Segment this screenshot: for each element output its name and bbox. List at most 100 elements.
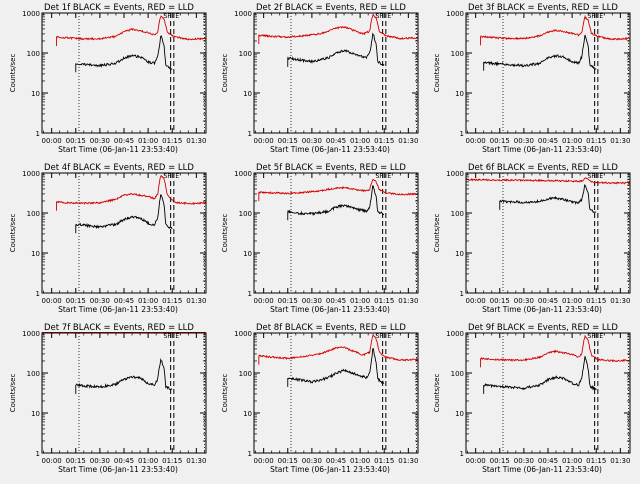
y-tick-label: 1 (460, 130, 464, 138)
panel-title: Det 7f BLACK = Events, RED = LLD (44, 323, 194, 333)
x-tick-label: 00:00 (254, 137, 274, 145)
marker-label-e: E (175, 13, 179, 20)
x-tick-label: 01:00 (350, 457, 370, 465)
x-tick-label: 01:30 (186, 137, 206, 145)
marker-label-sf: SF (588, 13, 596, 20)
x-axis-label: Start Time (06-Jan-11 23:53:40) (58, 465, 178, 474)
y-tick-label: 100 (239, 210, 252, 218)
x-tick-label: 01:00 (350, 137, 370, 145)
x-tick-label: 00:30 (514, 457, 534, 465)
x-tick-label: 01:15 (586, 297, 606, 305)
x-tick-label: 00:30 (514, 137, 534, 145)
x-tick-label: 00:45 (538, 297, 558, 305)
marker-label-sf: SF (376, 173, 384, 180)
series-lld-line (259, 335, 418, 361)
series-lld-line (259, 14, 418, 39)
plot-frame (254, 333, 418, 453)
panel-title: Det 3f BLACK = Events, RED = LLD (468, 3, 618, 13)
x-tick-label: 01:15 (586, 137, 606, 145)
y-tick-label: 10 (455, 90, 464, 98)
plot-frame (466, 333, 630, 453)
x-axis-label: Start Time (06-Jan-11 23:53:40) (482, 465, 602, 474)
plot-frame (254, 173, 418, 293)
y-axis-label: Counts/sec (433, 374, 441, 413)
x-tick-label: 00:00 (254, 457, 274, 465)
x-tick-label: 00:45 (114, 457, 134, 465)
x-axis-label: Start Time (06-Jan-11 23:53:40) (270, 145, 390, 154)
y-tick-label: 1 (460, 290, 464, 298)
y-tick-label: 100 (451, 370, 464, 378)
x-tick-label: 00:30 (90, 457, 110, 465)
y-tick-label: 10 (31, 90, 40, 98)
series-events-line (484, 35, 597, 69)
y-tick-label: 1000 (22, 170, 40, 178)
series-events-line (500, 185, 596, 212)
plot-frame (42, 173, 206, 293)
x-tick-label: 01:30 (610, 137, 630, 145)
series-lld-line (259, 180, 418, 196)
x-tick-label: 00:00 (42, 137, 62, 145)
y-tick-label: 1000 (234, 330, 252, 338)
x-tick-label: 00:15 (278, 297, 298, 305)
x-tick-label: 01:00 (138, 297, 158, 305)
y-tick-label: 1000 (22, 10, 40, 18)
y-tick-label: 10 (455, 250, 464, 258)
marker-label-e: E (387, 333, 391, 340)
y-tick-label: 1 (248, 130, 252, 138)
y-tick-label: 100 (451, 50, 464, 58)
x-tick-label: 01:30 (398, 457, 418, 465)
y-tick-label: 1 (248, 290, 252, 298)
y-tick-label: 100 (451, 210, 464, 218)
x-tick-label: 01:30 (186, 457, 206, 465)
y-tick-label: 1 (248, 450, 252, 458)
x-axis-label: Start Time (06-Jan-11 23:53:40) (482, 145, 602, 154)
y-tick-label: 1000 (446, 330, 464, 338)
x-tick-label: 01:00 (350, 297, 370, 305)
y-tick-label: 10 (31, 410, 40, 418)
y-axis-label: Counts/sec (221, 374, 229, 413)
x-tick-label: 00:45 (326, 137, 346, 145)
x-tick-label: 00:15 (490, 297, 510, 305)
y-axis-label: Counts/sec (9, 214, 17, 253)
x-axis-label: Start Time (06-Jan-11 23:53:40) (270, 305, 390, 314)
x-tick-label: 01:00 (562, 457, 582, 465)
y-tick-label: 100 (239, 50, 252, 58)
x-tick-label: 00:15 (490, 137, 510, 145)
series-events-line (288, 34, 384, 65)
x-tick-label: 01:30 (610, 457, 630, 465)
x-tick-label: 00:00 (466, 457, 486, 465)
x-tick-label: 00:45 (326, 457, 346, 465)
marker-label-e: E (599, 333, 603, 340)
y-axis-label: Counts/sec (221, 214, 229, 253)
series-events-line (484, 356, 597, 390)
marker-label-e: E (599, 173, 603, 180)
x-tick-label: 01:30 (186, 297, 206, 305)
series-events-line (76, 195, 172, 229)
y-tick-label: 10 (243, 410, 252, 418)
series-events-line (76, 36, 172, 70)
y-tick-label: 10 (455, 410, 464, 418)
plot-frame (466, 173, 630, 293)
panel-title: Det 9f BLACK = Events, RED = LLD (468, 323, 618, 333)
x-tick-label: 00:30 (90, 137, 110, 145)
panel-title: Det 2f BLACK = Events, RED = LLD (256, 3, 406, 13)
y-tick-label: 1 (36, 450, 40, 458)
marker-label-e: E (387, 173, 391, 180)
marker-label-e: E (175, 333, 179, 340)
y-axis-label: Counts/sec (221, 54, 229, 93)
panel-title: Det 1f BLACK = Events, RED = LLD (44, 3, 194, 13)
series-lld-line (466, 178, 630, 184)
x-tick-label: 00:45 (114, 137, 134, 145)
x-tick-label: 01:00 (138, 457, 158, 465)
x-axis-label: Start Time (06-Jan-11 23:53:40) (482, 305, 602, 314)
x-tick-label: 01:15 (374, 137, 394, 145)
x-tick-label: 00:15 (66, 457, 86, 465)
y-tick-label: 100 (27, 370, 40, 378)
x-tick-label: 00:45 (114, 297, 134, 305)
